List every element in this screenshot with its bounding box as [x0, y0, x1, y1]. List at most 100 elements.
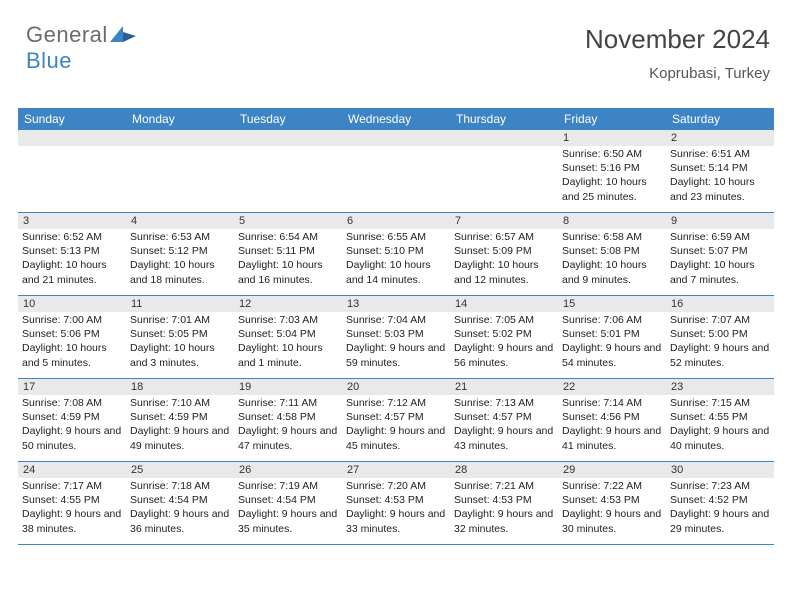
day-body: Sunrise: 7:19 AMSunset: 4:54 PMDaylight:…: [234, 478, 342, 540]
daylight-text: Daylight: 9 hours and 40 minutes.: [670, 424, 770, 452]
day-cell: 18Sunrise: 7:10 AMSunset: 4:59 PMDayligh…: [126, 379, 234, 461]
day-body: Sunrise: 7:18 AMSunset: 4:54 PMDaylight:…: [126, 478, 234, 540]
title-month: November 2024: [585, 24, 770, 55]
day-body: Sunrise: 6:55 AMSunset: 5:10 PMDaylight:…: [342, 229, 450, 291]
day-number: [342, 130, 450, 146]
sunset-text: Sunset: 5:12 PM: [130, 244, 230, 258]
day-cell: [450, 130, 558, 212]
day-number: 23: [666, 379, 774, 395]
sunset-text: Sunset: 5:14 PM: [670, 161, 770, 175]
day-body: Sunrise: 7:07 AMSunset: 5:00 PMDaylight:…: [666, 312, 774, 374]
day-body: Sunrise: 6:59 AMSunset: 5:07 PMDaylight:…: [666, 229, 774, 291]
sunrise-text: Sunrise: 7:11 AM: [238, 396, 338, 410]
weekday-label: Wednesday: [342, 108, 450, 130]
sunrise-text: Sunrise: 6:55 AM: [346, 230, 446, 244]
day-body: Sunrise: 7:03 AMSunset: 5:04 PMDaylight:…: [234, 312, 342, 374]
day-number: 17: [18, 379, 126, 395]
day-cell: 11Sunrise: 7:01 AMSunset: 5:05 PMDayligh…: [126, 296, 234, 378]
day-body: Sunrise: 7:00 AMSunset: 5:06 PMDaylight:…: [18, 312, 126, 374]
sunset-text: Sunset: 5:02 PM: [454, 327, 554, 341]
sunrise-text: Sunrise: 7:13 AM: [454, 396, 554, 410]
daylight-text: Daylight: 10 hours and 25 minutes.: [562, 175, 662, 203]
day-body: Sunrise: 7:21 AMSunset: 4:53 PMDaylight:…: [450, 478, 558, 540]
day-body: Sunrise: 6:58 AMSunset: 5:08 PMDaylight:…: [558, 229, 666, 291]
sunrise-text: Sunrise: 6:52 AM: [22, 230, 122, 244]
daylight-text: Daylight: 10 hours and 5 minutes.: [22, 341, 122, 369]
weekday-label: Friday: [558, 108, 666, 130]
day-body: Sunrise: 6:51 AMSunset: 5:14 PMDaylight:…: [666, 146, 774, 208]
day-body: Sunrise: 6:50 AMSunset: 5:16 PMDaylight:…: [558, 146, 666, 208]
day-cell: 17Sunrise: 7:08 AMSunset: 4:59 PMDayligh…: [18, 379, 126, 461]
day-number: 24: [18, 462, 126, 478]
day-cell: 14Sunrise: 7:05 AMSunset: 5:02 PMDayligh…: [450, 296, 558, 378]
weekday-header: Sunday Monday Tuesday Wednesday Thursday…: [18, 108, 774, 130]
day-number: [18, 130, 126, 146]
day-number: 8: [558, 213, 666, 229]
day-body: Sunrise: 6:53 AMSunset: 5:12 PMDaylight:…: [126, 229, 234, 291]
daylight-text: Daylight: 9 hours and 32 minutes.: [454, 507, 554, 535]
sunrise-text: Sunrise: 7:15 AM: [670, 396, 770, 410]
day-cell: 5Sunrise: 6:54 AMSunset: 5:11 PMDaylight…: [234, 213, 342, 295]
day-number: 13: [342, 296, 450, 312]
sunrise-text: Sunrise: 7:07 AM: [670, 313, 770, 327]
day-cell: 3Sunrise: 6:52 AMSunset: 5:13 PMDaylight…: [18, 213, 126, 295]
day-number: 26: [234, 462, 342, 478]
day-number: 15: [558, 296, 666, 312]
day-number: 27: [342, 462, 450, 478]
sunset-text: Sunset: 4:54 PM: [130, 493, 230, 507]
day-number: 12: [234, 296, 342, 312]
sunrise-text: Sunrise: 7:21 AM: [454, 479, 554, 493]
day-number: 28: [450, 462, 558, 478]
day-number: 1: [558, 130, 666, 146]
day-cell: 28Sunrise: 7:21 AMSunset: 4:53 PMDayligh…: [450, 462, 558, 544]
daylight-text: Daylight: 9 hours and 52 minutes.: [670, 341, 770, 369]
day-body: Sunrise: 7:17 AMSunset: 4:55 PMDaylight:…: [18, 478, 126, 540]
weekday-label: Saturday: [666, 108, 774, 130]
daylight-text: Daylight: 10 hours and 3 minutes.: [130, 341, 230, 369]
day-number: 18: [126, 379, 234, 395]
sunrise-text: Sunrise: 6:54 AM: [238, 230, 338, 244]
sunset-text: Sunset: 4:54 PM: [238, 493, 338, 507]
sunrise-text: Sunrise: 7:12 AM: [346, 396, 446, 410]
day-number: 9: [666, 213, 774, 229]
daylight-text: Daylight: 9 hours and 49 minutes.: [130, 424, 230, 452]
day-cell: 16Sunrise: 7:07 AMSunset: 5:00 PMDayligh…: [666, 296, 774, 378]
sunset-text: Sunset: 4:56 PM: [562, 410, 662, 424]
daylight-text: Daylight: 9 hours and 59 minutes.: [346, 341, 446, 369]
daylight-text: Daylight: 9 hours and 50 minutes.: [22, 424, 122, 452]
day-number: 6: [342, 213, 450, 229]
header: November 2024 Koprubasi, Turkey: [585, 24, 770, 82]
day-cell: 23Sunrise: 7:15 AMSunset: 4:55 PMDayligh…: [666, 379, 774, 461]
sunrise-text: Sunrise: 7:01 AM: [130, 313, 230, 327]
weekday-label: Thursday: [450, 108, 558, 130]
sunrise-text: Sunrise: 7:05 AM: [454, 313, 554, 327]
sunrise-text: Sunrise: 7:03 AM: [238, 313, 338, 327]
day-cell: [18, 130, 126, 212]
day-body: Sunrise: 7:11 AMSunset: 4:58 PMDaylight:…: [234, 395, 342, 457]
daylight-text: Daylight: 9 hours and 29 minutes.: [670, 507, 770, 535]
weekday-label: Tuesday: [234, 108, 342, 130]
week-row: 17Sunrise: 7:08 AMSunset: 4:59 PMDayligh…: [18, 379, 774, 462]
week-row: 1Sunrise: 6:50 AMSunset: 5:16 PMDaylight…: [18, 130, 774, 213]
sunrise-text: Sunrise: 6:53 AM: [130, 230, 230, 244]
daylight-text: Daylight: 9 hours and 41 minutes.: [562, 424, 662, 452]
daylight-text: Daylight: 9 hours and 43 minutes.: [454, 424, 554, 452]
weekday-label: Sunday: [18, 108, 126, 130]
sunset-text: Sunset: 4:58 PM: [238, 410, 338, 424]
sunset-text: Sunset: 4:55 PM: [670, 410, 770, 424]
day-number: 25: [126, 462, 234, 478]
sunset-text: Sunset: 5:04 PM: [238, 327, 338, 341]
sunrise-text: Sunrise: 6:51 AM: [670, 147, 770, 161]
calendar: Sunday Monday Tuesday Wednesday Thursday…: [18, 108, 774, 545]
day-cell: 26Sunrise: 7:19 AMSunset: 4:54 PMDayligh…: [234, 462, 342, 544]
sunrise-text: Sunrise: 7:20 AM: [346, 479, 446, 493]
day-cell: 2Sunrise: 6:51 AMSunset: 5:14 PMDaylight…: [666, 130, 774, 212]
daylight-text: Daylight: 9 hours and 36 minutes.: [130, 507, 230, 535]
sunset-text: Sunset: 4:57 PM: [454, 410, 554, 424]
sunset-text: Sunset: 5:13 PM: [22, 244, 122, 258]
sunset-text: Sunset: 4:53 PM: [562, 493, 662, 507]
day-number: 29: [558, 462, 666, 478]
day-cell: 29Sunrise: 7:22 AMSunset: 4:53 PMDayligh…: [558, 462, 666, 544]
sunrise-text: Sunrise: 7:19 AM: [238, 479, 338, 493]
daylight-text: Daylight: 9 hours and 47 minutes.: [238, 424, 338, 452]
